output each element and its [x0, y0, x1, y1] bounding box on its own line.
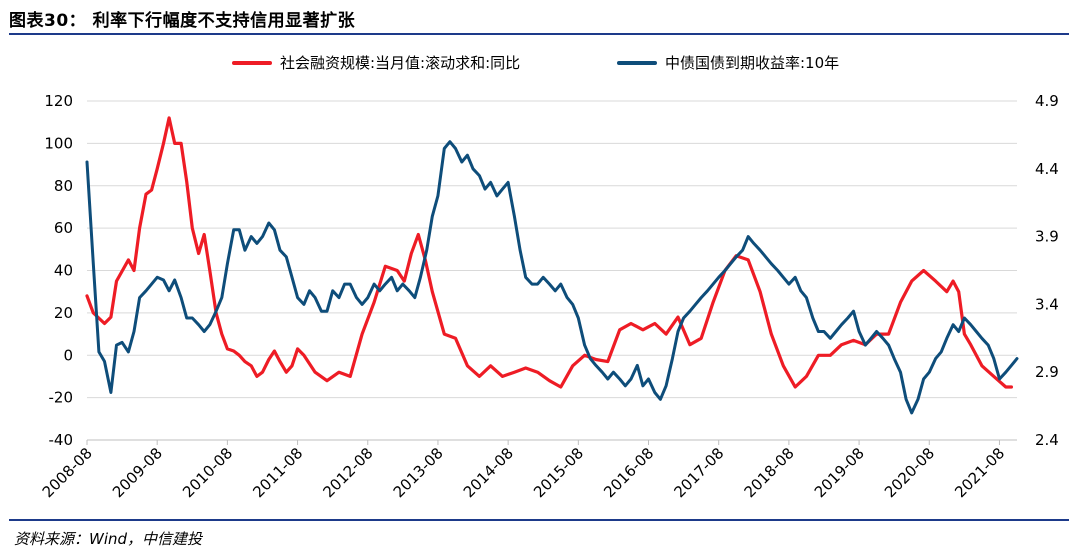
title-row: 图表30： 利率下行幅度不支持信用显著扩张 [9, 6, 1069, 32]
right-axis-tick-label: 2.9 [1035, 363, 1059, 381]
x-axis-tick-label: 2012-08 [320, 444, 377, 501]
x-axis-tick-label: 2014-08 [460, 444, 517, 501]
legend-item-bond-yield: 中债国债到期收益率:10年 [617, 52, 839, 73]
legend-label-bond-yield: 中债国债到期收益率:10年 [665, 54, 840, 72]
x-axis-tick-label: 2021-08 [951, 444, 1008, 501]
legend-swatch-blue [617, 60, 657, 65]
x-axis-tick-label: 2010-08 [179, 444, 236, 501]
right-axis-tick-label: 4.4 [1035, 160, 1059, 178]
x-axis-tick-label: 2020-08 [881, 444, 938, 501]
series-line-social-financing [85, 116, 1014, 389]
legend-item-social-financing: 社会融资规模:当月值:滚动求和:同比 [232, 52, 520, 73]
left-axis-tick-label: 80 [54, 177, 73, 195]
title-rule [9, 33, 1069, 35]
legend-label-social-financing: 社会融资规模:当月值:滚动求和:同比 [280, 54, 521, 72]
x-axis-tick-label: 2011-08 [249, 444, 306, 501]
left-axis-tick-label: 60 [54, 219, 73, 237]
right-axis-tick-label: 3.4 [1035, 295, 1059, 313]
legend-swatch-red [232, 60, 272, 65]
right-axis-tick-label: 3.9 [1035, 228, 1059, 246]
figure-title: 图表30： 利率下行幅度不支持信用显著扩张 [9, 11, 356, 31]
x-axis-tick-label: 2017-08 [670, 444, 727, 501]
x-axis-tick-label: 2016-08 [600, 444, 657, 501]
series-line-bond-yield [85, 140, 1019, 415]
x-axis-tick-label: 2019-08 [811, 444, 868, 501]
left-axis-tick-label: -40 [49, 431, 74, 449]
source-note: 资料来源：Wind，中信建投 [14, 530, 203, 548]
right-axis-tick-label: 2.4 [1035, 431, 1059, 449]
left-axis-tick-label: 100 [44, 134, 73, 152]
left-axis-tick-label: -20 [49, 389, 74, 407]
x-axis-tick-label: 2018-08 [741, 444, 798, 501]
x-axis-tick-label: 2008-08 [39, 444, 96, 501]
x-axis-tick-label: 2013-08 [390, 444, 447, 501]
left-axis-tick-label: 0 [63, 346, 73, 364]
left-axis-tick-label: 20 [54, 304, 73, 322]
left-axis-tick-label: 40 [54, 262, 73, 280]
source-rule [9, 519, 1069, 521]
right-axis-tick-label: 4.9 [1035, 92, 1059, 110]
chart-legend: 社会融资规模:当月值:滚动求和:同比 中债国债到期收益率:10年 [0, 52, 1080, 74]
x-axis-tick-label: 2009-08 [109, 444, 166, 501]
x-axis-tick-label: 2015-08 [530, 444, 587, 501]
left-axis-tick-label: 120 [44, 92, 73, 110]
